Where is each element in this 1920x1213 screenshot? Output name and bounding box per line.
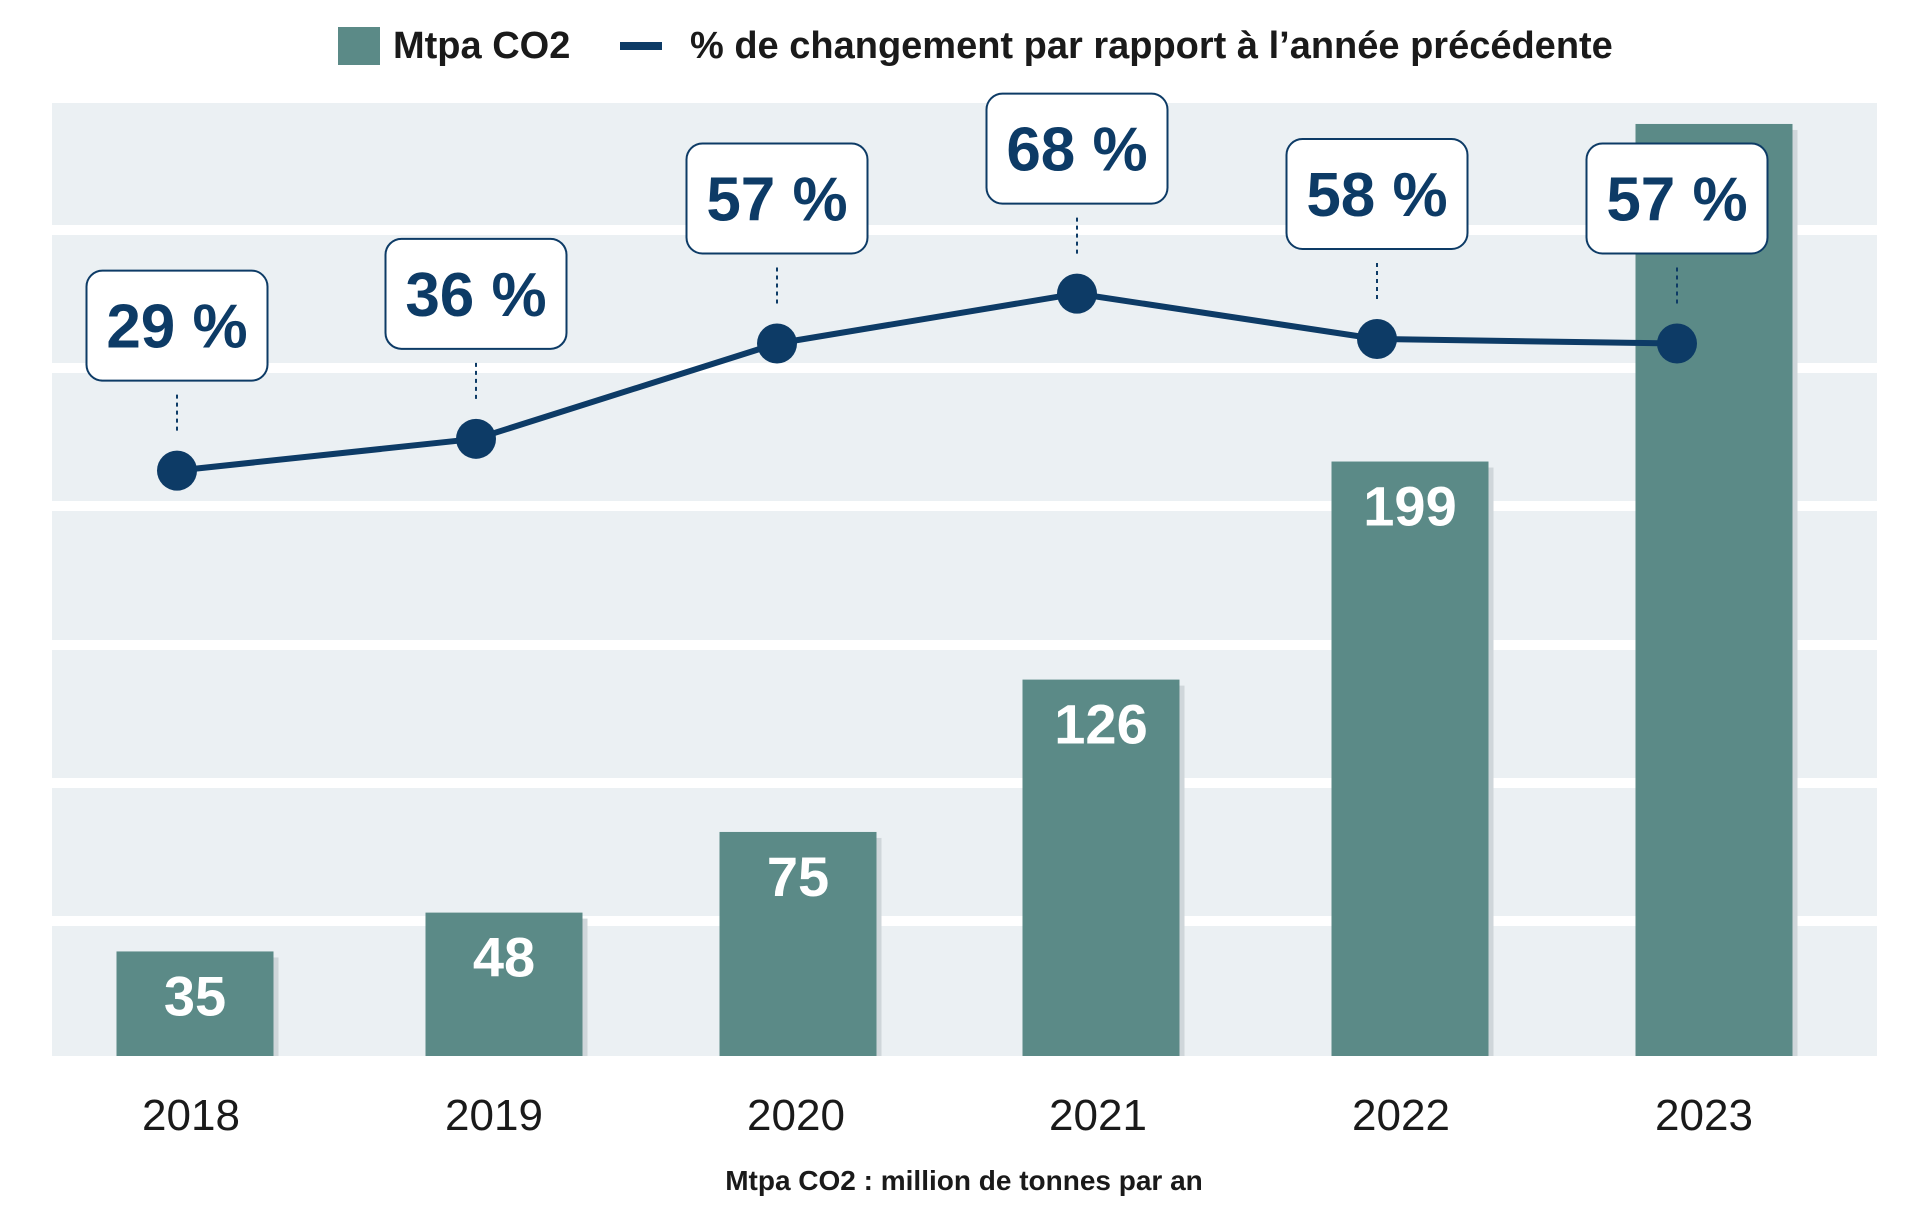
callout-box-2020: [685, 142, 869, 255]
point-2023: [1657, 323, 1697, 364]
gridline-5: [52, 916, 1877, 926]
legend-swatch-bar: [338, 27, 380, 65]
bar-value-label-2020: 75: [767, 845, 829, 908]
x-tick-label-2023: 2023: [1655, 1091, 1753, 1140]
x-tick-label-2018: 2018: [142, 1091, 240, 1140]
bar-value-label-2021: 126: [1054, 693, 1147, 756]
legend-label-line: % de changement par rapport à l’année pr…: [690, 25, 1613, 67]
gridline-4: [52, 778, 1877, 788]
x-tick-label-2021: 2021: [1049, 1091, 1147, 1140]
legend: Mtpa CO2 % de changement par rapport à l…: [338, 25, 1613, 67]
point-2021: [1057, 273, 1097, 314]
callout-box-2018: [85, 269, 269, 382]
gridlines: [52, 225, 1877, 926]
percent-label-2023: 57 %: [1606, 166, 1747, 235]
callout-box-2023: [1585, 142, 1769, 255]
x-tick-label-2019: 2019: [445, 1091, 543, 1140]
point-2022: [1357, 318, 1397, 359]
bar-value-label-2019: 48: [473, 926, 535, 989]
percent-label-2019: 36 %: [405, 261, 546, 330]
bar-2022: [1331, 461, 1489, 1056]
percent-label-2018: 29 %: [106, 293, 247, 362]
series-line: [176, 290, 1678, 474]
bar-2020: [719, 831, 877, 1056]
point-2019: [456, 418, 496, 459]
legend-label-bar: Mtpa CO2: [393, 25, 570, 67]
gridline-3: [52, 640, 1877, 650]
point-2018: [157, 450, 197, 491]
gridline-0: [52, 225, 1877, 235]
x-tick-label-2022: 2022: [1352, 1091, 1450, 1140]
bar-2019: [425, 912, 583, 1056]
gridline-1: [52, 363, 1877, 373]
callout-box-2022: [1285, 137, 1469, 250]
legend-swatch-line: [620, 42, 662, 50]
x-tick-labels: 2018 2019 2020 2021 2022 2023: [142, 1091, 1753, 1140]
bar-2021: [1022, 679, 1180, 1056]
point-2020: [757, 323, 797, 364]
callout-box-2021: [985, 92, 1169, 205]
callout-box-2019: [384, 237, 568, 350]
percent-label-2021: 68 %: [1006, 116, 1147, 185]
bar-value-label-2018: 35: [164, 964, 226, 1027]
bars: [116, 123, 1798, 1056]
plot-background: [52, 103, 1877, 1056]
x-tick-label-2020: 2020: [747, 1091, 845, 1140]
percent-label-2022: 58 %: [1306, 161, 1447, 230]
bar-2023: [1635, 123, 1793, 1056]
percent-label-2020: 57 %: [706, 166, 847, 235]
line-points: [157, 273, 1697, 491]
gridline-2: [52, 501, 1877, 511]
percent-callouts: 29 % 36 % 57 % 68 % 58 % 57 %: [85, 92, 1769, 431]
bar-2018: [116, 951, 274, 1056]
bar-value-label-2022: 199: [1363, 475, 1456, 538]
footnote: Mtpa CO2 : million de tonnes par an: [725, 1165, 1203, 1196]
